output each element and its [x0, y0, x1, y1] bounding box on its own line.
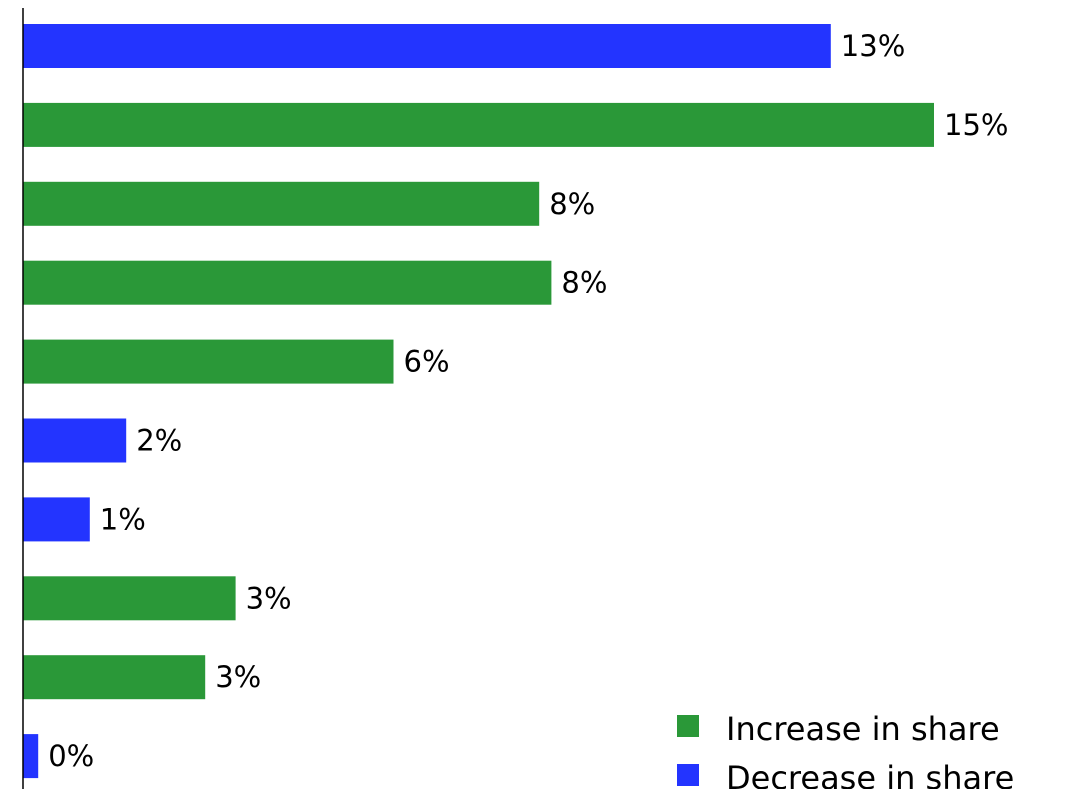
bar-9-increase — [23, 655, 206, 700]
bar-10-value-label: 0% — [48, 739, 94, 773]
bar-7-value-label: 1% — [100, 502, 146, 536]
bar-3-increase — [23, 181, 540, 226]
bar-10-decrease — [23, 734, 39, 779]
bar-labels-group: 13% 15% 8% 8% 6% 2% 1% 3% 3% 0% — [48, 29, 1008, 773]
legend: Increase in share Decrease in share — [677, 710, 1014, 789]
legend-swatch-decrease — [677, 764, 699, 786]
bars-group — [23, 24, 934, 779]
legend-label-decrease: Decrease in share — [726, 759, 1014, 789]
bar-8-increase — [23, 576, 236, 621]
bar-1-decrease — [23, 24, 831, 68]
bar-5-value-label: 6% — [404, 345, 450, 379]
bar-2-increase — [23, 102, 934, 147]
bar-1-value-label: 13% — [841, 29, 905, 63]
bar-5-increase — [23, 339, 394, 384]
bar-8-value-label: 3% — [246, 581, 292, 615]
legend-swatch-increase — [677, 715, 699, 737]
legend-label-increase: Increase in share — [726, 710, 1000, 748]
bar-9-value-label: 3% — [215, 660, 261, 694]
bar-4-increase — [23, 260, 552, 305]
bar-6-value-label: 2% — [136, 424, 182, 458]
bar-3-value-label: 8% — [549, 187, 595, 221]
bar-6-decrease — [23, 418, 127, 463]
bar-7-decrease — [23, 497, 90, 542]
bar-4-value-label: 8% — [561, 266, 607, 300]
bar-2-value-label: 15% — [944, 108, 1008, 142]
